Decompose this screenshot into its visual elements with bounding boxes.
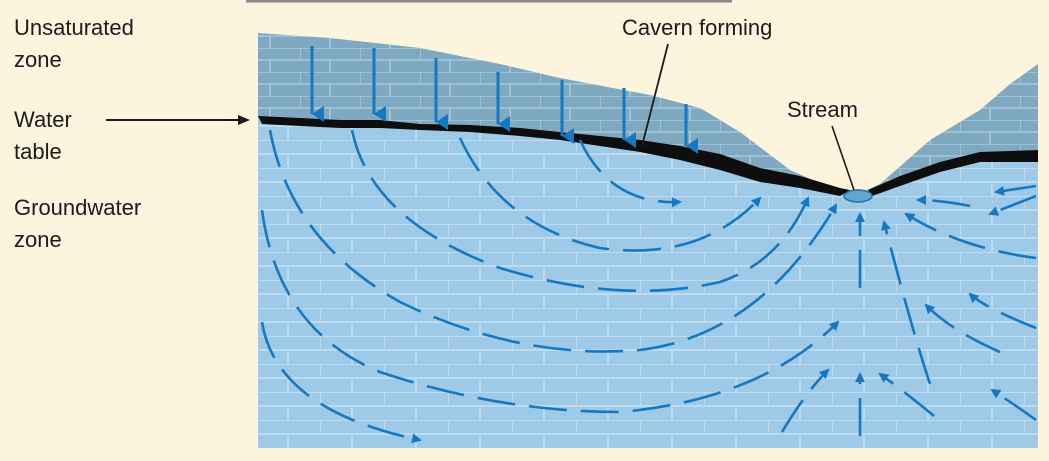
groundwater-zone-label: Groundwater zone (14, 195, 142, 252)
flow-path (990, 388, 1037, 422)
water-table-band-right (868, 150, 1038, 196)
flow-path (268, 129, 838, 353)
flow-path (988, 194, 1037, 216)
flow-path (878, 372, 935, 418)
water-table-band (258, 116, 850, 196)
flow-path (578, 139, 682, 208)
flow-path (350, 129, 810, 293)
stream-label: Stream (787, 97, 858, 122)
unsaturated-zone-label: Unsaturated zone (14, 15, 134, 72)
water-table-pointer-head (238, 115, 250, 125)
water-table-label: Water table (14, 107, 72, 164)
flow-path (260, 321, 422, 444)
flow-path (458, 137, 762, 252)
flow-path (904, 212, 1037, 260)
flow-path (260, 209, 840, 414)
infiltration-arrows (310, 46, 698, 154)
flow-path (968, 292, 1037, 330)
flow-path (994, 184, 1037, 196)
cavern-forming-leader (641, 43, 669, 147)
flow-path (881, 220, 932, 385)
groundwater-flow-paths (260, 129, 1037, 444)
groundwater-zone-area (258, 118, 1038, 448)
flow-path (780, 368, 830, 433)
cavern-forming-label: Cavern forming (622, 15, 773, 40)
stream-leader (831, 125, 855, 191)
unsaturated-zone-area (258, 33, 1038, 194)
flow-path (916, 195, 971, 208)
flow-path (924, 303, 1001, 354)
stream-channel (843, 189, 873, 203)
